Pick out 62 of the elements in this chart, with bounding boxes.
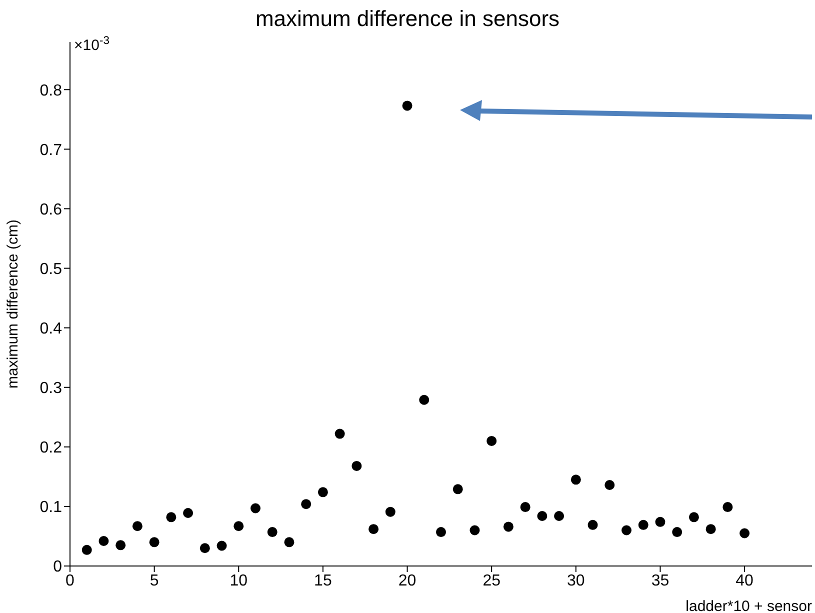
point xyxy=(588,520,598,530)
point xyxy=(183,508,194,518)
point xyxy=(419,394,430,405)
y-tick-label: 0.2 xyxy=(40,440,62,457)
point xyxy=(622,525,632,536)
y-tick-label: 0.1 xyxy=(40,499,62,516)
point xyxy=(486,436,497,446)
point xyxy=(520,502,530,512)
x-tick-label: 10 xyxy=(230,572,248,590)
point xyxy=(402,100,412,111)
point xyxy=(655,516,666,527)
point xyxy=(149,537,160,548)
x-tick-label: 20 xyxy=(398,572,416,590)
point xyxy=(368,524,379,534)
point xyxy=(334,428,345,439)
x-tick-label: 5 xyxy=(150,572,159,590)
point xyxy=(216,540,227,551)
point xyxy=(200,543,210,554)
point xyxy=(116,540,126,550)
y-tick-label: 0 xyxy=(53,558,62,576)
point xyxy=(604,480,615,490)
point xyxy=(82,544,92,555)
point xyxy=(554,510,564,521)
y-tick-label: 0.6 xyxy=(40,201,62,218)
y-axis-title: maximum difference (cm) xyxy=(4,220,22,388)
x-tick-label: 25 xyxy=(482,572,501,590)
x-axis-title: ladder*10 + sensor xyxy=(686,598,812,613)
point xyxy=(352,460,362,471)
point xyxy=(436,527,446,538)
point xyxy=(722,502,733,512)
x-tick-label: 40 xyxy=(736,572,754,590)
point xyxy=(284,537,294,548)
point xyxy=(132,521,142,532)
point xyxy=(267,527,278,538)
point xyxy=(250,503,260,514)
y-tick-label: 0.3 xyxy=(40,380,62,398)
annotation: ×10$^{-3}$ xyxy=(74,35,110,54)
y-tick-label: 0.8 xyxy=(40,82,62,100)
x-tick-label: 0 xyxy=(66,572,75,590)
chart-title: maximum difference in sensors xyxy=(255,6,560,31)
point xyxy=(706,524,716,534)
point xyxy=(470,525,480,536)
point xyxy=(234,521,244,532)
point xyxy=(672,527,682,538)
point xyxy=(385,506,396,517)
point xyxy=(740,528,750,538)
point xyxy=(318,487,328,498)
y-tick-label: 0.5 xyxy=(40,260,62,278)
y-tick-label: 0.4 xyxy=(40,320,62,338)
x-tick-label: 35 xyxy=(651,572,670,590)
x-tick-label: 15 xyxy=(314,572,332,590)
x-tick-label: 30 xyxy=(567,572,585,590)
y-tick-label: 0.7 xyxy=(40,142,62,159)
point xyxy=(638,520,648,530)
point xyxy=(166,512,176,522)
point xyxy=(98,536,109,546)
point xyxy=(537,510,548,521)
point xyxy=(503,522,514,532)
point xyxy=(570,474,581,485)
point xyxy=(688,512,699,522)
point xyxy=(301,499,312,510)
point xyxy=(452,484,463,494)
